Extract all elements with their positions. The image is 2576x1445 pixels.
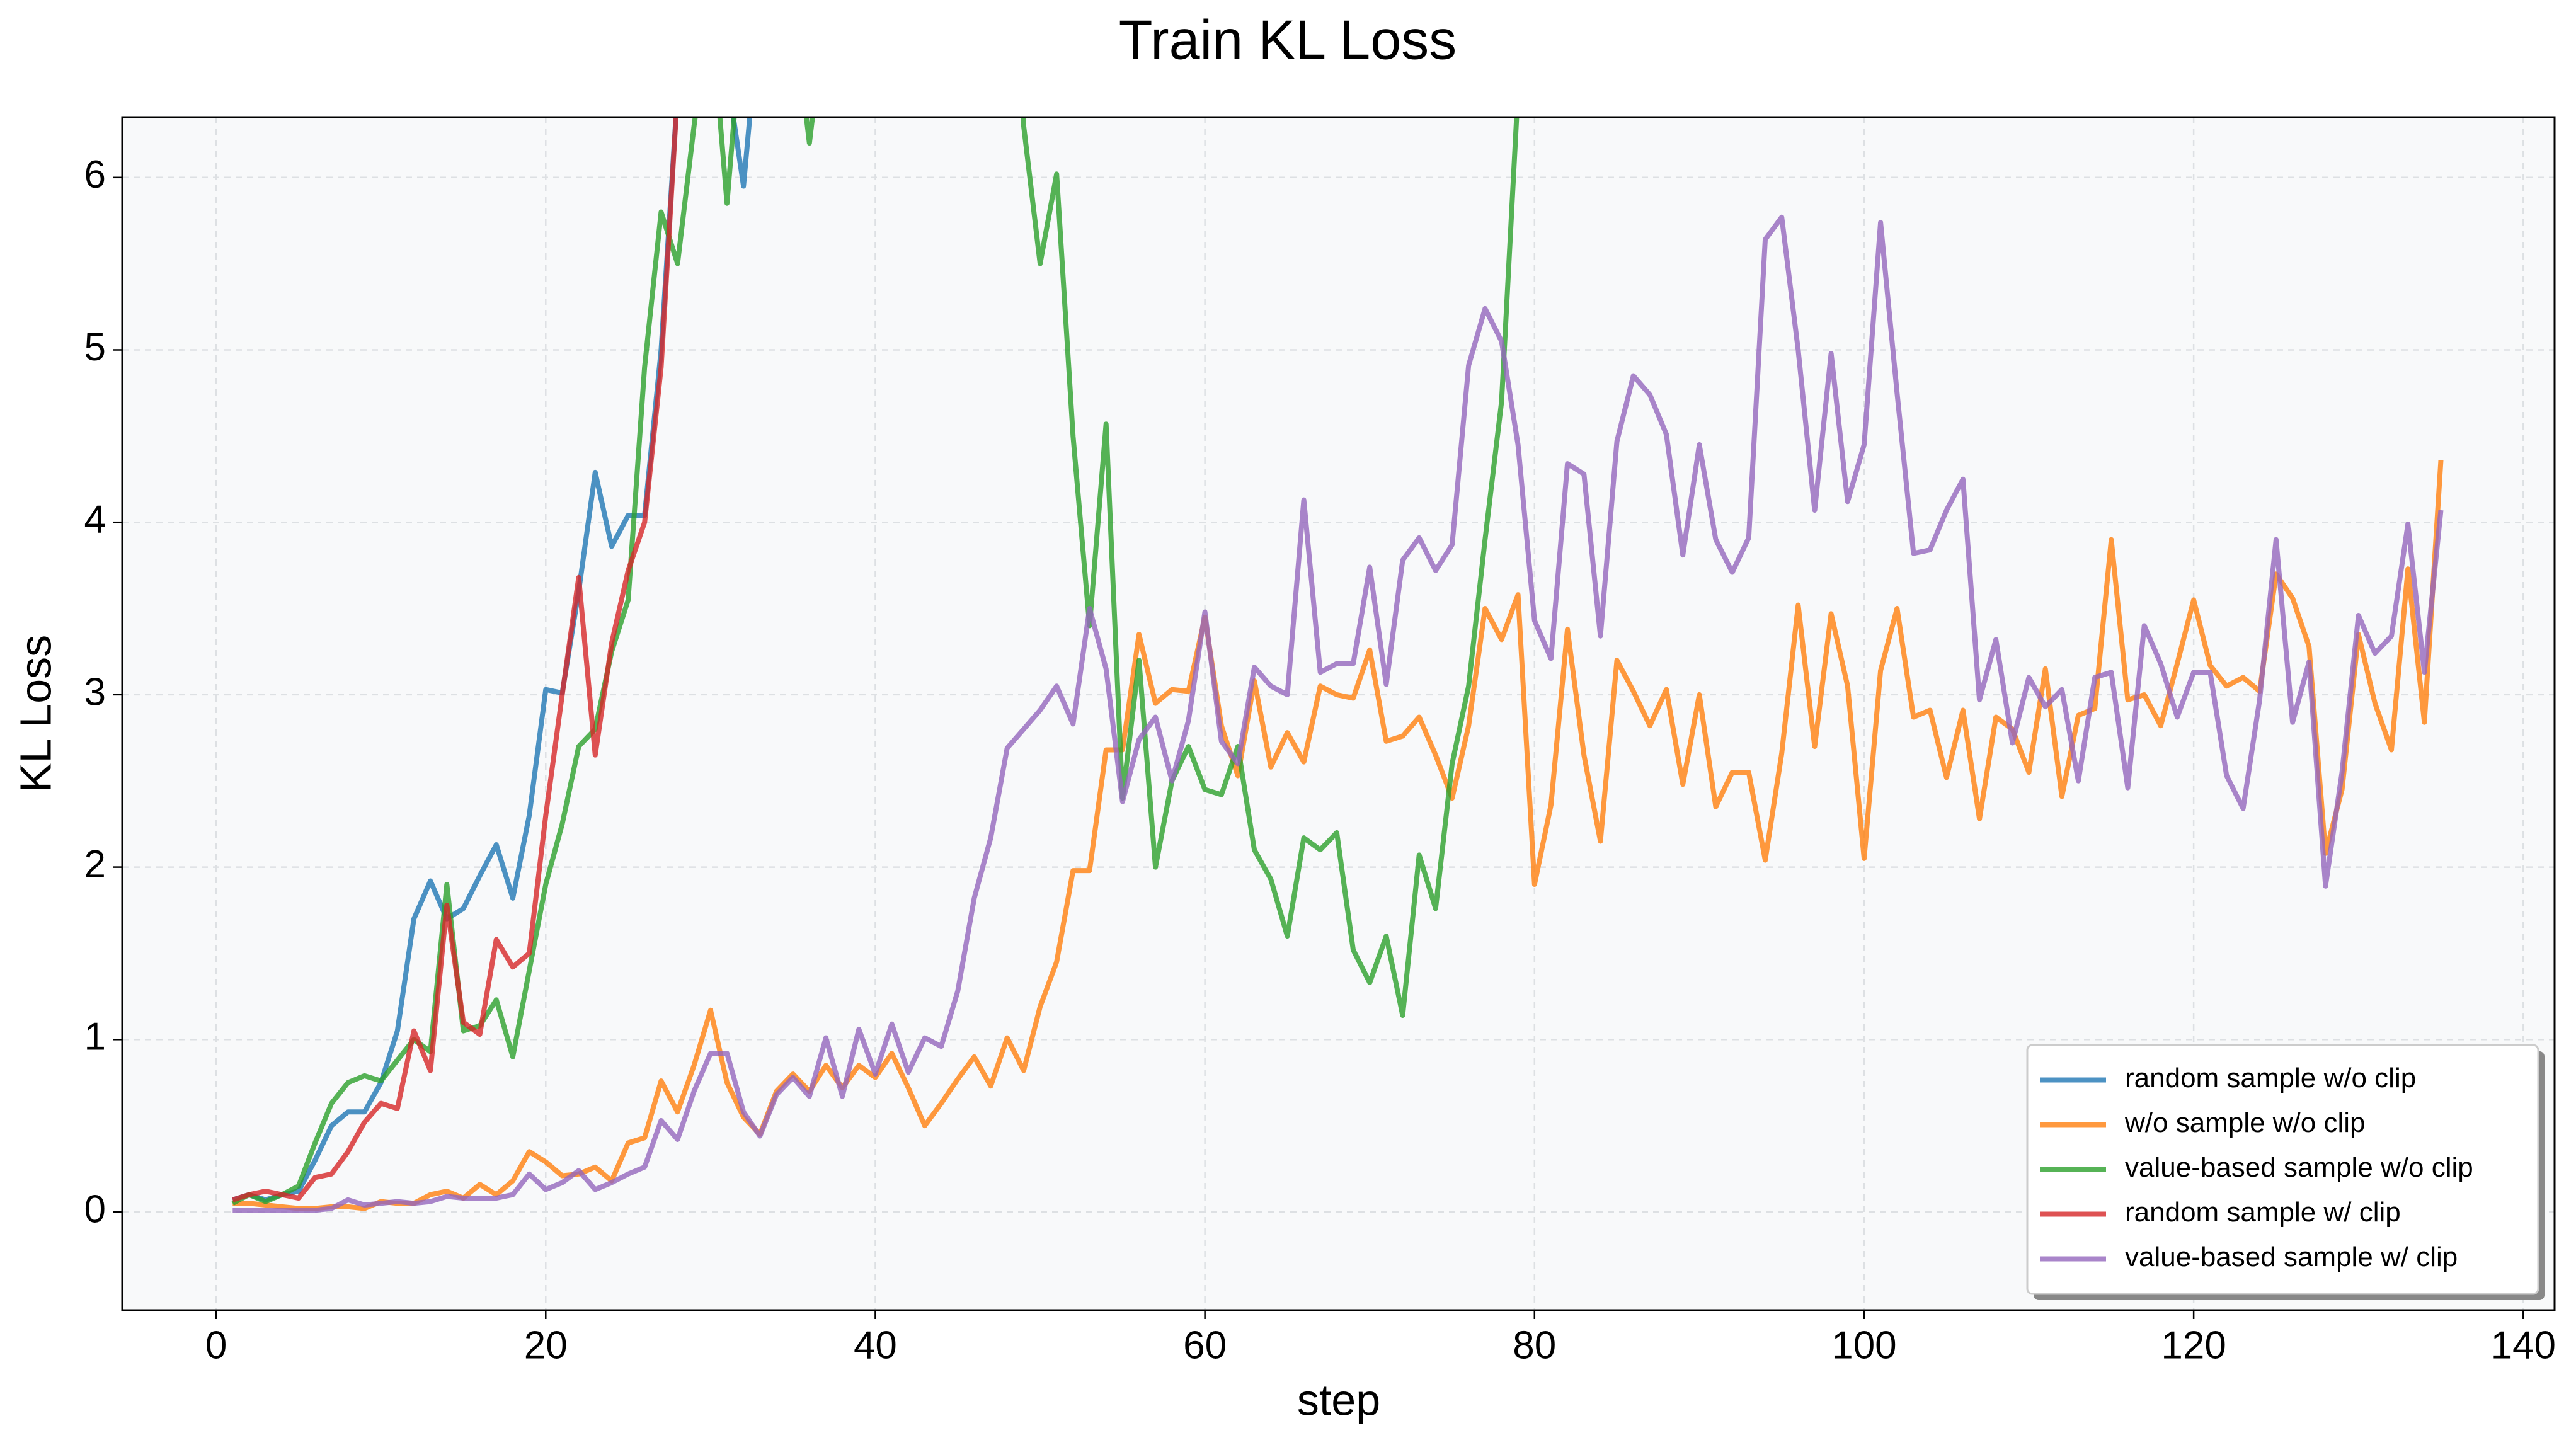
y-tick-label: 1 (84, 1015, 106, 1059)
chart-title: Train KL Loss (1119, 8, 1457, 71)
x-tick-label: 0 (205, 1323, 227, 1367)
axes: 0 20 40 60 80 100 120 140 0 1 2 3 4 5 6 (84, 116, 2556, 1367)
y-tick-label: 4 (84, 498, 106, 542)
legend-label: random sample w/o clip (2125, 1063, 2416, 1094)
legend: random sample w/o clip w/o sample w/o cli… (2026, 1044, 2545, 1300)
x-axis-label: step (1297, 1375, 1380, 1424)
plot-frame (121, 116, 2556, 1311)
y-tick-label: 6 (84, 153, 106, 197)
legend-box (2026, 1044, 2539, 1295)
y-tick-label: 0 (84, 1187, 106, 1231)
y-tick-label: 3 (84, 670, 106, 714)
x-tick-label: 100 (1831, 1323, 1896, 1367)
legend-label: value-based sample w/ clip (2125, 1242, 2458, 1272)
y-tick-label: 2 (84, 843, 106, 886)
x-tick-label: 20 (524, 1323, 568, 1367)
grid (122, 117, 2555, 1310)
lines (231, 117, 2444, 1213)
x-tick-label: 80 (1513, 1323, 1556, 1367)
legend-label: value-based sample w/o clip (2125, 1152, 2473, 1183)
x-tick-label: 120 (2161, 1323, 2226, 1367)
x-tick-label: 60 (1183, 1323, 1227, 1367)
legend-label: random sample w/ clip (2125, 1197, 2401, 1228)
series-line (232, 214, 2444, 1213)
y-axis-label: KL Loss (11, 635, 60, 792)
y-tick-label: 5 (84, 326, 106, 369)
series-line (232, 117, 679, 1202)
x-tick-label: 140 (2491, 1323, 2556, 1367)
x-tick-label: 40 (854, 1323, 897, 1367)
legend-label: w/o sample w/o clip (2124, 1107, 2365, 1138)
